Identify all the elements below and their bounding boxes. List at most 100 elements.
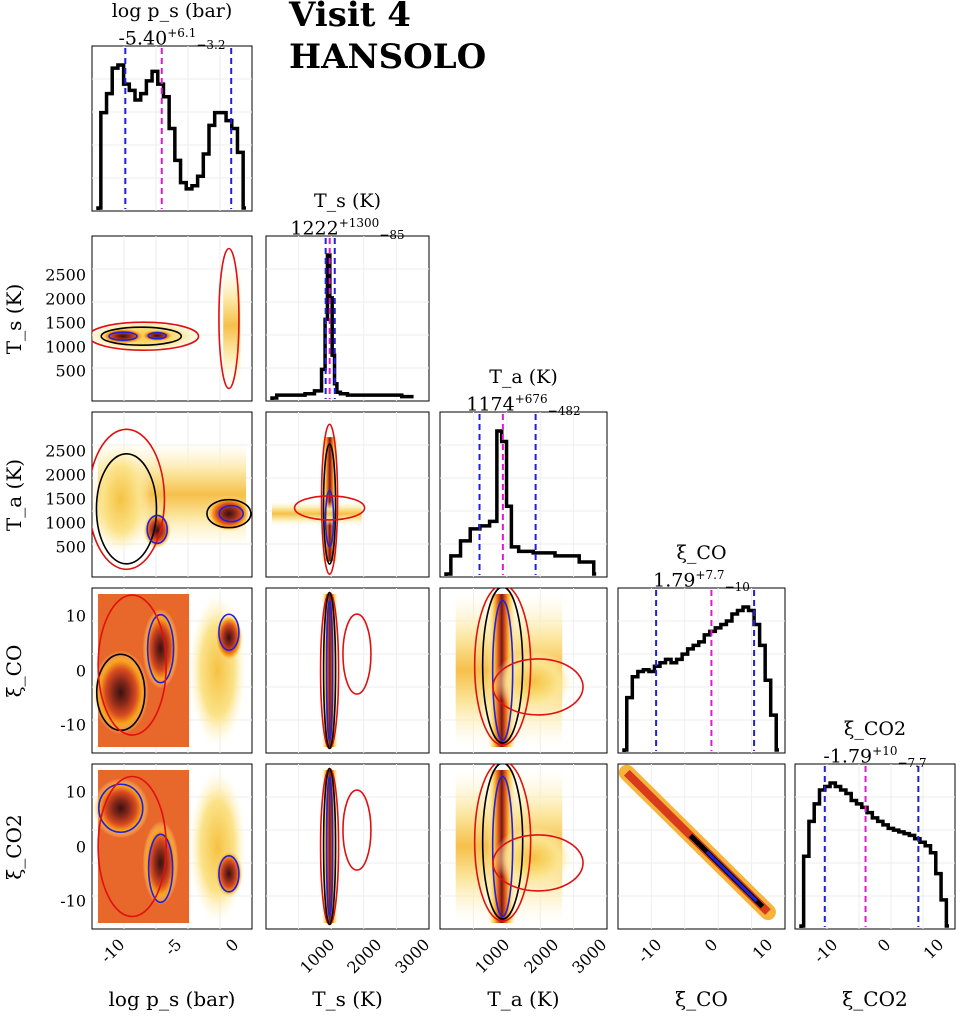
marginal-title-xiCO2: ξ_CO2 -1.79+10−7.7: [823, 718, 926, 774]
correlation-1sigma: [705, 850, 758, 903]
panel-frame-1-2: [265, 411, 430, 578]
ytick-Ta: 1000: [45, 513, 86, 533]
contour-line: [218, 504, 244, 523]
density-band: [321, 594, 339, 747]
ytick-xiCO2: 10: [65, 782, 86, 802]
density-blob: [142, 820, 179, 905]
contour-line: [481, 588, 524, 744]
contour-line: [92, 321, 200, 351]
joint-density-xiCO-xiCO2: [618, 764, 776, 921]
ytick-Ta: 2500: [45, 441, 86, 461]
density-blob: [141, 329, 174, 342]
density-blob: [92, 778, 149, 839]
panel-frame-2-2: [439, 411, 608, 578]
param-plus: +6.1: [167, 26, 197, 40]
ytick-Ta: 1500: [45, 489, 86, 509]
marginal-title-xiCO: ξ_CO 1.79+7.7−10: [653, 542, 750, 598]
contour-line: [322, 591, 337, 750]
param-minus: −10: [724, 580, 750, 595]
contour-line: [342, 789, 372, 871]
ytick-xiCO: 10: [65, 606, 86, 626]
param-estimate: -5.40+6.1−3.2: [112, 22, 233, 56]
contour-line: [92, 428, 166, 571]
contour-line: [320, 423, 339, 576]
contour-line: [324, 489, 335, 548]
joint-density-Ts-xiCO2: [319, 767, 372, 926]
param-estimate: 1222+1300−85: [290, 212, 404, 246]
yaxis-label-Ta: T_a (K): [2, 458, 26, 531]
density-band: [223, 265, 241, 386]
joint-density-Ta-xiCO: [455, 588, 584, 747]
param-median: 1222: [290, 217, 339, 240]
yaxis-label-xiCO: ξ_CO: [2, 644, 26, 697]
density-band: [272, 501, 362, 526]
ytick-Ts: 1000: [45, 337, 86, 357]
figure-title-line2: HANSOLO: [289, 37, 487, 77]
ytick-Ta: 500: [55, 537, 86, 557]
marginal-histogram-logps: [96, 63, 246, 210]
param-plus: +676: [514, 392, 548, 406]
marginal-histogram-Ta: [444, 429, 597, 576]
param-estimate: 1174+676−482: [466, 388, 580, 422]
density-blob: [92, 444, 151, 555]
density-blob: [214, 613, 243, 662]
xaxis-label-xiCO: ξ_CO: [675, 987, 728, 1011]
contour-line: [95, 453, 158, 565]
contour-line: [147, 331, 167, 340]
contour-line: [108, 331, 138, 341]
marginal-title-Ts: T_s (K) 1222+1300−85: [290, 190, 404, 246]
joint-density-logps-xiCO2: [92, 770, 246, 923]
contour-line: [218, 247, 240, 390]
param-minus: −482: [547, 404, 581, 419]
param-label: ξ_CO: [676, 542, 727, 564]
density-blob: [206, 495, 251, 532]
contour-line: [146, 514, 168, 545]
density-blob: [142, 608, 179, 689]
panel-frame-1-4: [265, 763, 430, 930]
param-plus: +10: [872, 744, 898, 758]
param-label: T_a (K): [489, 366, 558, 388]
density-blob: [493, 651, 574, 712]
joint-density-logps-xiCO: [92, 594, 246, 747]
ytick-xiCO: 0: [75, 661, 86, 680]
contour-line: [97, 783, 144, 834]
contour-line: [97, 775, 167, 918]
ytick-xiCO2: 0: [75, 837, 86, 856]
panel-frame-1-3: [265, 587, 430, 754]
density-band: [321, 770, 339, 923]
contour-line: [492, 658, 584, 716]
contour-line: [218, 613, 240, 652]
param-plus: +1300: [338, 216, 380, 230]
contour-line: [146, 613, 175, 684]
marginal-title-logps: log p_s (bar) -5.40+6.1−3.2: [112, 0, 233, 56]
yaxis-label-Ts: T_s (K): [2, 283, 26, 354]
param-estimate: -1.79+10−7.7: [823, 740, 926, 774]
param-minus: −3.2: [196, 38, 226, 53]
ytick-Ta: 2000: [45, 465, 86, 485]
ytick-Ts: 2500: [45, 265, 86, 285]
xaxis-label-Ta: T_a (K): [487, 987, 560, 1011]
param-median: 1.79: [653, 569, 696, 592]
marginal-title-Ta: T_a (K) 1174+676−482: [466, 366, 580, 422]
panel-frame-1-1: [265, 235, 430, 402]
density-band: [189, 594, 246, 747]
contour-line: [491, 599, 514, 742]
param-estimate: 1.79+7.7−10: [653, 564, 750, 598]
contour-line: [325, 775, 334, 918]
joint-density-logps-Ta: [92, 428, 252, 571]
contour-line: [491, 775, 514, 918]
contour-line: [206, 498, 252, 529]
param-plus: +7.7: [695, 568, 725, 582]
ytick-Ts: 500: [55, 361, 86, 381]
contour-line: [147, 833, 174, 904]
param-median: 1174: [466, 393, 515, 416]
param-minus: −7.7: [897, 756, 927, 771]
joint-density-Ts-xiCO: [319, 591, 372, 750]
contour-line: [325, 599, 334, 742]
density-blob: [493, 827, 574, 888]
param-median: -5.40: [118, 27, 168, 50]
joint-density-Ta-xiCO2: [455, 764, 584, 923]
marginal-histogram-Ts: [270, 253, 414, 400]
figure-title-line1: Visit 4: [289, 0, 411, 35]
param-label: ξ_CO2: [843, 718, 907, 740]
